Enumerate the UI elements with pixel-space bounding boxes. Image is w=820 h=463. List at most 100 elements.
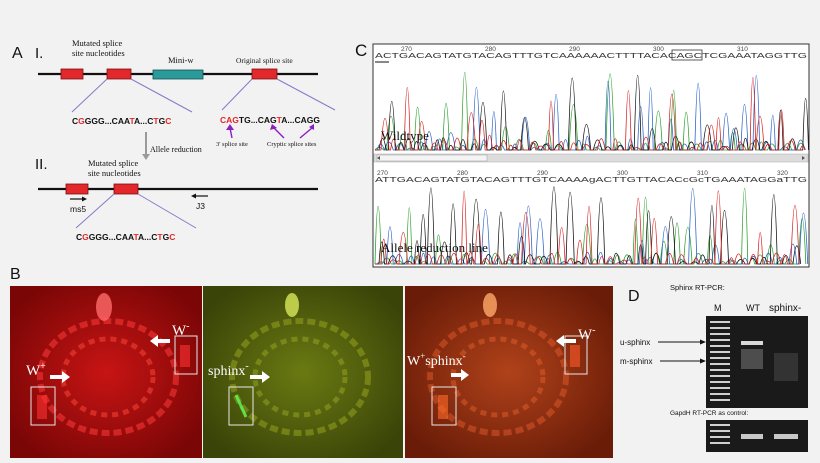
exon-3-original bbox=[251, 68, 278, 80]
ladder-band bbox=[710, 430, 730, 432]
w-minus-label: W- bbox=[172, 321, 190, 339]
sequence-row-bottom: ATTGACAGTATGTACAGTTTGTCAAAAgACTTGTTACACc… bbox=[375, 177, 807, 184]
ladder-band bbox=[710, 345, 730, 347]
panel-a: A I. Mutated splice site nucleotides Min… bbox=[12, 38, 336, 242]
sequence-fragment: C bbox=[165, 116, 171, 126]
sequence-position: 290 bbox=[569, 46, 580, 53]
cryptic-arrowhead bbox=[270, 124, 277, 130]
exon-1-ii bbox=[65, 183, 89, 195]
ladder-band bbox=[710, 339, 730, 341]
ladder-band bbox=[710, 321, 730, 323]
ladder-band bbox=[710, 327, 730, 329]
inset-box bbox=[431, 386, 457, 426]
rt-pcr-title: Sphinx RT-PCR: bbox=[670, 283, 725, 292]
sequence-fragment: TG...CAG bbox=[239, 115, 277, 125]
section-i-label: I. bbox=[35, 45, 43, 62]
arrow-right-icon bbox=[451, 369, 469, 381]
chromatogram-trace bbox=[375, 75, 809, 151]
panel-b-letter: B bbox=[10, 266, 21, 283]
wildtype-label: Wildtype bbox=[381, 128, 429, 143]
zoom-line bbox=[75, 193, 115, 229]
section-ii-label: II. bbox=[35, 156, 48, 173]
panel-d-letter: D bbox=[628, 288, 640, 305]
sequence-position: 310 bbox=[737, 46, 748, 53]
sequence-fragment: GGG...CAA bbox=[85, 116, 130, 126]
sequence-fragment: T bbox=[133, 232, 139, 242]
lane-wt-label: WT bbox=[746, 303, 760, 313]
band-sphinx-smear bbox=[774, 353, 798, 381]
cryptic-arrowhead bbox=[309, 124, 314, 130]
inset-box bbox=[174, 335, 198, 375]
scroll-left-icon[interactable] bbox=[377, 156, 380, 160]
chromatogram-trace bbox=[375, 186, 802, 265]
mutated-label-ii-line2: site nucleotides bbox=[88, 168, 141, 178]
panel-b: B W+ W- sphinx- W+sphinx- W- bbox=[10, 266, 613, 458]
primer-ms5-arrowhead bbox=[82, 196, 87, 202]
m-sphinx-label: m-sphinx bbox=[620, 357, 652, 366]
sequence-fragment: GGG...CAA bbox=[89, 232, 134, 242]
lane-sphinx-label: sphinx- bbox=[769, 303, 801, 314]
exon-2-ii bbox=[113, 183, 139, 195]
scrollbar-thumb[interactable] bbox=[376, 154, 488, 162]
trace-group-bottom bbox=[374, 186, 809, 265]
splice-site-arrowhead bbox=[226, 124, 234, 130]
ladder-band bbox=[710, 333, 730, 335]
w-minus-label: W- bbox=[578, 325, 596, 343]
ladder-band bbox=[710, 436, 730, 438]
ladder-band bbox=[710, 369, 730, 371]
panel-c: C 270 280 290 300 310 ACTGACAGTATGTACAGTTTGT… bbox=[355, 41, 810, 268]
ladder-band bbox=[710, 424, 730, 426]
band-wt-smear bbox=[741, 349, 763, 369]
sequence-position: 300 bbox=[617, 170, 628, 177]
allele-reduction-arrowhead bbox=[142, 154, 150, 160]
panel-d: D Sphinx RT-PCR: M WT sphinx- u-sphinx m… bbox=[620, 283, 808, 452]
zoom-line bbox=[221, 78, 253, 111]
ladder-band bbox=[710, 363, 730, 365]
micrograph-green bbox=[203, 286, 403, 458]
sequence-fragment: A...CAGG bbox=[281, 115, 320, 125]
primer-j3-label: J3 bbox=[196, 201, 205, 211]
allele-reduction-label: Allele reduction bbox=[150, 145, 202, 154]
sequence-position: 270 bbox=[377, 170, 388, 177]
sequence-fragment: A...C bbox=[134, 116, 153, 126]
highlight-box-top bbox=[671, 49, 703, 61]
scroll-right-icon[interactable] bbox=[802, 156, 805, 160]
ladder-band bbox=[710, 351, 730, 353]
ladder-band bbox=[710, 381, 730, 383]
cryptic-arrow bbox=[299, 127, 313, 139]
position-row-top: 270 280 290 300 310 bbox=[401, 46, 748, 53]
sequence-position: 270 bbox=[401, 46, 412, 53]
three-prime-site-label: 3' splice site bbox=[216, 141, 248, 148]
sequence-original-i: CAGTG...CAGTA...CAGG bbox=[220, 115, 320, 125]
chromatogram-trace bbox=[374, 72, 806, 151]
exon-1 bbox=[60, 68, 84, 80]
position-row-bottom: 270 280 290 300 310 320 bbox=[377, 170, 788, 177]
inset-box bbox=[564, 335, 588, 375]
mini-w-box bbox=[152, 69, 204, 80]
allele-reduction-line-label: Allele reduction line bbox=[381, 240, 488, 255]
micrograph-red bbox=[10, 286, 202, 458]
arrow-right-icon bbox=[50, 371, 70, 383]
m-sphinx-arrowhead bbox=[700, 358, 706, 364]
zoom-line bbox=[71, 78, 108, 113]
cryptic-sites-label: Cryptic splice sites bbox=[267, 141, 317, 148]
scrollbar-track[interactable] bbox=[373, 153, 809, 163]
chromatogram-trace bbox=[375, 190, 800, 265]
sequence-fragment: G bbox=[78, 116, 85, 126]
sequence-fragment: G bbox=[82, 232, 89, 242]
micrograph-merge bbox=[405, 286, 613, 458]
sequence-fragment: T bbox=[277, 115, 283, 125]
w-plus-label: W+ bbox=[26, 361, 46, 379]
band-wt-u-sphinx bbox=[741, 341, 763, 345]
sequence-fragment: C bbox=[169, 232, 175, 242]
ladder-band bbox=[710, 375, 730, 377]
primer-ms5-label: ms5 bbox=[70, 204, 86, 214]
sequence-position: 280 bbox=[485, 46, 496, 53]
sequence-fragment: CAG bbox=[220, 115, 239, 125]
sequence-mutated-i: CGGGG...CAATA...CTGC bbox=[72, 116, 171, 126]
sequence-fragment: T bbox=[129, 116, 135, 126]
zoom-line bbox=[130, 78, 193, 113]
control-label: GapdH RT-PCR as control: bbox=[670, 410, 748, 417]
exon-2-mutated bbox=[106, 68, 132, 80]
trace-group-top bbox=[374, 72, 809, 151]
